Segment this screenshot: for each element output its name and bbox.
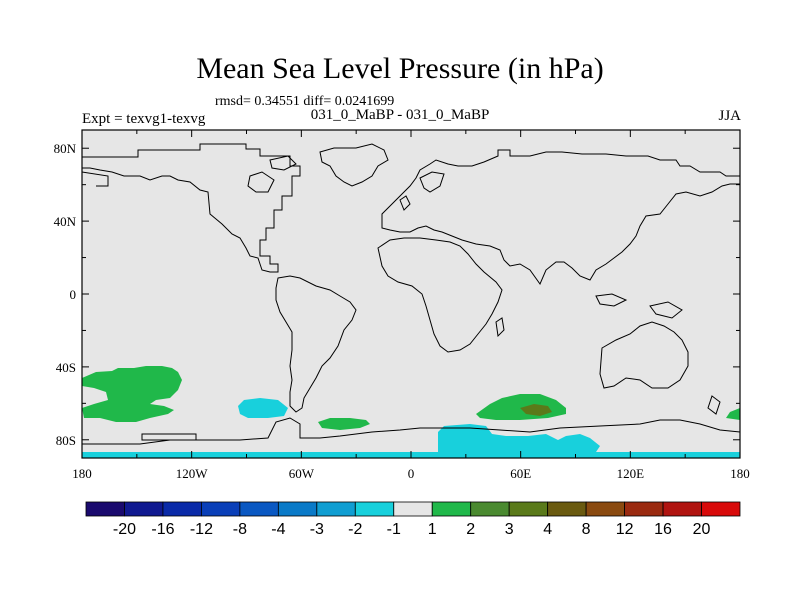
colorbar-swatch bbox=[239, 501, 279, 517]
eurasia-coast bbox=[381, 149, 740, 286]
colorbar-swatch bbox=[431, 501, 472, 517]
colorbar-label: -20 bbox=[113, 521, 136, 538]
colorbar-swatch bbox=[201, 501, 241, 517]
antarctic-negative-region bbox=[438, 424, 600, 456]
colorbar-label: -8 bbox=[233, 521, 247, 538]
south-america-coast bbox=[275, 275, 357, 413]
scandinavia-coast bbox=[419, 171, 445, 193]
colorbar-label: 16 bbox=[654, 521, 672, 538]
north-america-coast bbox=[82, 143, 301, 273]
colorbar-swatch bbox=[585, 501, 625, 517]
x-axis: 180 120W 60W 0 60E 120E 180 bbox=[72, 130, 750, 481]
x-tick-label: 60W bbox=[289, 466, 315, 481]
chart-title: Mean Sea Level Pressure (in hPa) bbox=[196, 52, 604, 85]
colorbar-swatch bbox=[354, 501, 395, 517]
x-tick-label: 120E bbox=[617, 466, 645, 481]
arctic-islands-coast bbox=[269, 155, 297, 171]
antarctica-coast bbox=[82, 417, 741, 445]
colorbar-swatch bbox=[277, 501, 318, 517]
east-pacific-positive-region bbox=[726, 408, 740, 420]
x-tick-label: 180 bbox=[72, 466, 92, 481]
colorbar-label: 2 bbox=[466, 521, 475, 538]
colorbar-label: -2 bbox=[348, 521, 362, 538]
colorbar-label: -4 bbox=[271, 521, 285, 538]
season-label: JJA bbox=[718, 108, 741, 124]
colorbar-label: -3 bbox=[310, 521, 324, 538]
colorbar-swatch bbox=[393, 501, 433, 517]
y-axis: 80N 40N 0 40S 80S bbox=[54, 141, 740, 448]
africa-coast bbox=[377, 237, 503, 353]
x-tick-label: 0 bbox=[408, 466, 415, 481]
coastlines bbox=[81, 143, 741, 445]
colorbar-swatch bbox=[85, 501, 125, 517]
y-tick-label: 0 bbox=[70, 287, 77, 302]
x-tick-label: 120W bbox=[176, 466, 209, 481]
colorbar-swatch bbox=[470, 501, 510, 517]
stats-text: rmsd= 0.34551 diff= 0.0241699 bbox=[215, 94, 395, 109]
colorbar-label: -16 bbox=[151, 521, 174, 538]
colorbar-label: 12 bbox=[616, 521, 634, 538]
greenland-coast bbox=[319, 143, 389, 187]
period-label: 031_0_MaBP - 031_0_MaBP bbox=[310, 107, 490, 123]
colorbar-label: 1 bbox=[428, 521, 437, 538]
colorbar-label: 8 bbox=[582, 521, 591, 538]
hudson-bay-coast bbox=[247, 171, 275, 193]
colorbar: -20 -16 -12 -8 -4 -3 -2 -1 1 2 3 4 8 12 16 20 bbox=[85, 501, 741, 538]
colorbar-swatch bbox=[662, 501, 702, 517]
britain-coast bbox=[399, 195, 411, 211]
x-tick-label: 60E bbox=[510, 466, 531, 481]
experiment-label: Expt = texvg1-texvg bbox=[82, 111, 206, 127]
colorbar-swatch bbox=[316, 501, 356, 517]
colorbar-swatch bbox=[162, 501, 202, 517]
south-pacific-positive-region bbox=[82, 366, 182, 422]
southeast-pacific-negative-region bbox=[238, 398, 288, 418]
map-background bbox=[82, 130, 740, 458]
y-tick-label: 80S bbox=[56, 433, 76, 448]
colorbar-swatch bbox=[124, 501, 164, 517]
colorbar-swatch bbox=[701, 501, 741, 517]
colorbar-label: -1 bbox=[387, 521, 401, 538]
x-tick-label: 180 bbox=[730, 466, 750, 481]
colorbar-label: 4 bbox=[543, 521, 552, 538]
indonesia-coast bbox=[595, 293, 628, 307]
colorbar-swatch bbox=[547, 501, 587, 517]
south-atlantic-positive-region bbox=[318, 418, 370, 430]
y-tick-label: 40S bbox=[56, 360, 76, 375]
y-tick-label: 80N bbox=[54, 141, 77, 156]
colorbar-swatch bbox=[624, 501, 664, 517]
australia-coast bbox=[599, 321, 689, 389]
y-tick-label: 40N bbox=[54, 214, 77, 229]
alaska-coast bbox=[81, 171, 109, 187]
south-indian-core-region bbox=[520, 404, 552, 416]
colorbar-label: 20 bbox=[693, 521, 711, 538]
ross-ice-shelf-coast bbox=[141, 433, 197, 441]
madagascar-coast bbox=[495, 317, 505, 338]
colorbar-label: -12 bbox=[190, 521, 213, 538]
new-zealand-coast bbox=[707, 395, 721, 415]
colorbar-label: 3 bbox=[505, 521, 514, 538]
colorbar-swatch bbox=[508, 501, 549, 517]
new-guinea-coast bbox=[649, 301, 683, 319]
